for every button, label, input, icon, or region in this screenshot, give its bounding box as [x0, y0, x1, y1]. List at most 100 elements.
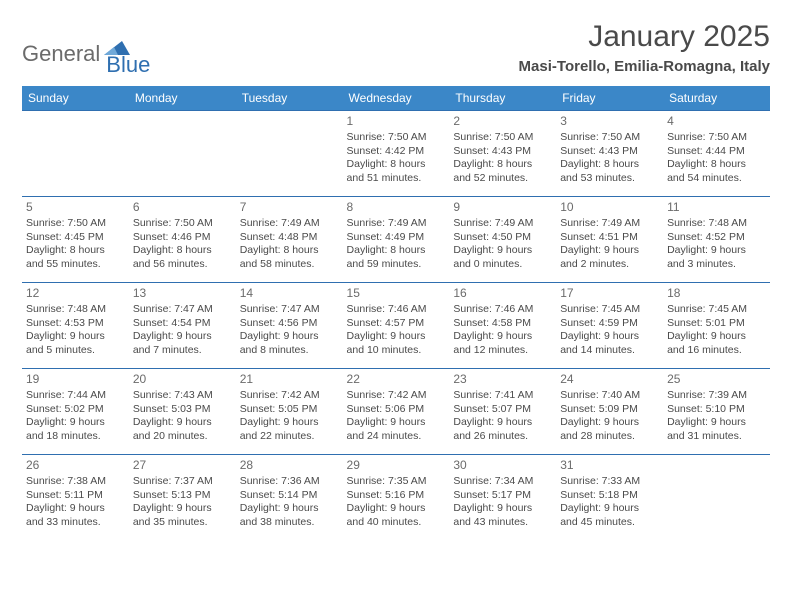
day-number: 25	[667, 372, 766, 387]
day-detail: Sunrise: 7:50 AMSunset: 4:42 PMDaylight:…	[347, 131, 446, 185]
day-detail: Sunrise: 7:48 AMSunset: 4:53 PMDaylight:…	[26, 303, 125, 357]
day-detail: Sunrise: 7:48 AMSunset: 4:52 PMDaylight:…	[667, 217, 766, 271]
day-number: 3	[560, 114, 659, 129]
calendar-day-cell	[129, 111, 236, 197]
calendar-day-cell: 11Sunrise: 7:48 AMSunset: 4:52 PMDayligh…	[663, 197, 770, 283]
day-detail: Sunrise: 7:50 AMSunset: 4:43 PMDaylight:…	[453, 131, 552, 185]
day-number: 1	[347, 114, 446, 129]
day-number: 14	[240, 286, 339, 301]
day-detail: Sunrise: 7:49 AMSunset: 4:51 PMDaylight:…	[560, 217, 659, 271]
calendar-day-cell: 29 Sunrise: 7:35 AMSunset: 5:16 PMDayligh…	[343, 455, 450, 541]
calendar-table: Sunday Monday Tuesday Wednesday Thursday…	[22, 86, 770, 541]
month-title: January 2025	[519, 20, 770, 54]
day-detail: Sunrise: 7:45 AMSunset: 5:01 PMDaylight:…	[667, 303, 766, 357]
calendar-day-cell: 5 Sunrise: 7:50 AMSunset: 4:45 PMDaylight…	[22, 197, 129, 283]
day-detail: Sunrise: 7:40 AMSunset: 5:09 PMDaylight:…	[560, 389, 659, 443]
day-number: 10	[560, 200, 659, 215]
header: General Blue January 2025 Masi-Torello, …	[22, 20, 770, 78]
day-number: 29	[347, 458, 446, 473]
day-detail: Sunrise: 7:50 AMSunset: 4:45 PMDaylight:…	[26, 217, 125, 271]
calendar-day-cell: 14 Sunrise: 7:47 AMSunset: 4:56 PMDayligh…	[236, 283, 343, 369]
calendar-day-cell: 4 Sunrise: 7:50 AMSunset: 4:44 PMDaylight…	[663, 111, 770, 197]
day-number: 4	[667, 114, 766, 129]
day-detail: Sunrise: 7:49 AMSunset: 4:48 PMDaylight:…	[240, 217, 339, 271]
day-detail: Sunrise: 7:50 AMSunset: 4:44 PMDaylight:…	[667, 131, 766, 185]
day-number: 17	[560, 286, 659, 301]
day-detail: Sunrise: 7:43 AMSunset: 5:03 PMDaylight:…	[133, 389, 232, 443]
title-block: January 2025 Masi-Torello, Emilia-Romagn…	[519, 20, 770, 75]
day-number: 18	[667, 286, 766, 301]
day-number: 31	[560, 458, 659, 473]
calendar-day-cell: 8 Sunrise: 7:49 AMSunset: 4:49 PMDaylight…	[343, 197, 450, 283]
day-number: 15	[347, 286, 446, 301]
day-number: 16	[453, 286, 552, 301]
day-number: 2	[453, 114, 552, 129]
calendar-week-row: 12 Sunrise: 7:48 AMSunset: 4:53 PMDayligh…	[22, 283, 770, 369]
calendar-day-cell: 27Sunrise: 7:37 AMSunset: 5:13 PMDayligh…	[129, 455, 236, 541]
weekday-header: Friday	[556, 86, 663, 111]
calendar-week-row: 19 Sunrise: 7:44 AMSunset: 5:02 PMDayligh…	[22, 369, 770, 455]
day-number: 8	[347, 200, 446, 215]
day-number: 6	[133, 200, 232, 215]
calendar-day-cell: 17 Sunrise: 7:45 AMSunset: 4:59 PMDayligh…	[556, 283, 663, 369]
calendar-day-cell: 1 Sunrise: 7:50 AMSunset: 4:42 PMDaylight…	[343, 111, 450, 197]
logo-word-1: General	[22, 41, 100, 67]
day-number: 19	[26, 372, 125, 387]
calendar-body: 1 Sunrise: 7:50 AMSunset: 4:42 PMDaylight…	[22, 111, 770, 541]
day-detail: Sunrise: 7:45 AMSunset: 4:59 PMDaylight:…	[560, 303, 659, 357]
weekday-header: Sunday	[22, 86, 129, 111]
day-number: 26	[26, 458, 125, 473]
day-detail: Sunrise: 7:37 AMSunset: 5:13 PMDaylight:…	[133, 475, 232, 529]
day-detail: Sunrise: 7:35 AMSunset: 5:16 PMDaylight:…	[347, 475, 446, 529]
day-number: 5	[26, 200, 125, 215]
calendar-day-cell: 15 Sunrise: 7:46 AMSunset: 4:57 PMDayligh…	[343, 283, 450, 369]
calendar-day-cell: 30Sunrise: 7:34 AMSunset: 5:17 PMDayligh…	[449, 455, 556, 541]
weekday-header: Thursday	[449, 86, 556, 111]
calendar-day-cell: 24 Sunrise: 7:40 AMSunset: 5:09 PMDayligh…	[556, 369, 663, 455]
weekday-header-row: Sunday Monday Tuesday Wednesday Thursday…	[22, 86, 770, 111]
calendar-day-cell	[236, 111, 343, 197]
calendar-day-cell: 19 Sunrise: 7:44 AMSunset: 5:02 PMDayligh…	[22, 369, 129, 455]
calendar-day-cell: 3 Sunrise: 7:50 AMSunset: 4:43 PMDaylight…	[556, 111, 663, 197]
day-number: 9	[453, 200, 552, 215]
day-detail: Sunrise: 7:36 AMSunset: 5:14 PMDaylight:…	[240, 475, 339, 529]
day-detail: Sunrise: 7:47 AMSunset: 4:54 PMDaylight:…	[133, 303, 232, 357]
weekday-header: Monday	[129, 86, 236, 111]
day-detail: Sunrise: 7:47 AMSunset: 4:56 PMDaylight:…	[240, 303, 339, 357]
day-number: 24	[560, 372, 659, 387]
day-detail: Sunrise: 7:50 AMSunset: 4:43 PMDaylight:…	[560, 131, 659, 185]
calendar-day-cell	[663, 455, 770, 541]
calendar-day-cell: 28Sunrise: 7:36 AMSunset: 5:14 PMDayligh…	[236, 455, 343, 541]
day-number: 22	[347, 372, 446, 387]
logo-word-2: Blue	[106, 52, 150, 78]
calendar-week-row: 1 Sunrise: 7:50 AMSunset: 4:42 PMDaylight…	[22, 111, 770, 197]
day-number: 13	[133, 286, 232, 301]
day-detail: Sunrise: 7:38 AMSunset: 5:11 PMDaylight:…	[26, 475, 125, 529]
weekday-header: Tuesday	[236, 86, 343, 111]
day-detail: Sunrise: 7:49 AMSunset: 4:50 PMDaylight:…	[453, 217, 552, 271]
calendar-day-cell: 16 Sunrise: 7:46 AMSunset: 4:58 PMDayligh…	[449, 283, 556, 369]
location-text: Masi-Torello, Emilia-Romagna, Italy	[519, 58, 770, 75]
calendar-day-cell: 13 Sunrise: 7:47 AMSunset: 4:54 PMDayligh…	[129, 283, 236, 369]
day-detail: Sunrise: 7:41 AMSunset: 5:07 PMDaylight:…	[453, 389, 552, 443]
calendar-day-cell: 6Sunrise: 7:50 AMSunset: 4:46 PMDaylight…	[129, 197, 236, 283]
day-detail: Sunrise: 7:34 AMSunset: 5:17 PMDaylight:…	[453, 475, 552, 529]
calendar-day-cell: 7 Sunrise: 7:49 AMSunset: 4:48 PMDaylight…	[236, 197, 343, 283]
day-number: 21	[240, 372, 339, 387]
day-detail: Sunrise: 7:33 AMSunset: 5:18 PMDaylight:…	[560, 475, 659, 529]
calendar-day-cell: 22 Sunrise: 7:42 AMSunset: 5:06 PMDayligh…	[343, 369, 450, 455]
day-detail: Sunrise: 7:49 AMSunset: 4:49 PMDaylight:…	[347, 217, 446, 271]
calendar-day-cell: 12 Sunrise: 7:48 AMSunset: 4:53 PMDayligh…	[22, 283, 129, 369]
logo: General Blue	[22, 30, 150, 78]
day-detail: Sunrise: 7:46 AMSunset: 4:58 PMDaylight:…	[453, 303, 552, 357]
calendar-day-cell: 23Sunrise: 7:41 AMSunset: 5:07 PMDayligh…	[449, 369, 556, 455]
day-detail: Sunrise: 7:46 AMSunset: 4:57 PMDaylight:…	[347, 303, 446, 357]
weekday-header: Wednesday	[343, 86, 450, 111]
day-number: 7	[240, 200, 339, 215]
day-detail: Sunrise: 7:44 AMSunset: 5:02 PMDaylight:…	[26, 389, 125, 443]
day-number: 12	[26, 286, 125, 301]
calendar-week-row: 26 Sunrise: 7:38 AMSunset: 5:11 PMDayligh…	[22, 455, 770, 541]
day-detail: Sunrise: 7:42 AMSunset: 5:06 PMDaylight:…	[347, 389, 446, 443]
calendar-day-cell	[22, 111, 129, 197]
day-detail: Sunrise: 7:42 AMSunset: 5:05 PMDaylight:…	[240, 389, 339, 443]
